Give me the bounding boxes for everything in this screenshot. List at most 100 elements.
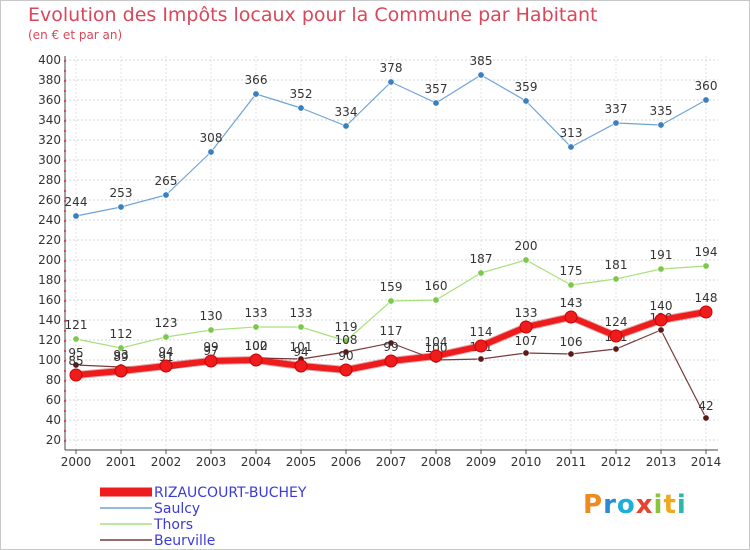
y-axis-dot xyxy=(64,300,66,302)
y-tick-label: 100 xyxy=(38,353,61,367)
logo-letter-r: r xyxy=(603,490,617,520)
data-label-saulcy: 359 xyxy=(515,80,538,94)
legend-label-beurville: Beurville xyxy=(154,533,215,549)
data-label-rizaucourt-buchey: 140 xyxy=(650,299,673,313)
data-label-thors: 133 xyxy=(290,306,313,320)
data-label-beurville: 101 xyxy=(290,340,313,354)
data-label-beurville: 107 xyxy=(515,334,538,348)
point-rizaucourt-buchey xyxy=(249,353,263,367)
data-label-rizaucourt-buchey: 90 xyxy=(338,349,353,363)
y-axis-dot xyxy=(64,200,66,202)
data-label-thors: 200 xyxy=(515,239,538,253)
y-axis-dot xyxy=(64,340,66,342)
point-thors xyxy=(342,337,350,345)
data-label-saulcy: 253 xyxy=(110,186,133,200)
y-tick-label: 140 xyxy=(38,313,61,327)
y-axis-dot xyxy=(64,170,66,172)
data-label-thors: 130 xyxy=(200,309,223,323)
data-label-beurville: 97 xyxy=(203,344,218,358)
point-beurville xyxy=(477,355,485,363)
point-beurville xyxy=(387,339,395,347)
data-label-rizaucourt-buchey: 85 xyxy=(68,354,83,368)
data-label-rizaucourt-buchey: 99 xyxy=(203,340,218,354)
data-label-thors: 175 xyxy=(560,264,583,278)
data-label-saulcy: 337 xyxy=(605,102,628,116)
point-thors xyxy=(207,326,215,334)
point-saulcy xyxy=(657,121,665,129)
y-axis-dot xyxy=(64,140,66,142)
y-axis-dot xyxy=(64,100,66,102)
y-axis-dot xyxy=(64,270,66,272)
legend-label-thors: Thors xyxy=(153,517,193,533)
data-label-beurville: 117 xyxy=(380,324,403,338)
legend-label-saulcy: Saulcy xyxy=(154,501,200,517)
data-label-beurville: 102 xyxy=(245,339,268,353)
point-saulcy xyxy=(387,78,395,86)
y-tick-label: 280 xyxy=(38,173,61,187)
point-beurville xyxy=(342,348,350,356)
y-axis-dot xyxy=(64,210,66,212)
data-label-rizaucourt-buchey: 148 xyxy=(695,291,718,305)
y-axis-dot xyxy=(64,390,66,392)
y-tick-label: 320 xyxy=(38,133,61,147)
y-axis-dot xyxy=(64,160,66,162)
y-axis-dot xyxy=(64,320,66,322)
x-tick-label: 2002 xyxy=(151,455,182,469)
point-rizaucourt-buchey xyxy=(609,329,623,343)
data-label-thors: 191 xyxy=(650,248,673,262)
y-tick-label: 360 xyxy=(38,93,61,107)
chart-subtitle: (en € et par an) xyxy=(28,28,123,42)
point-rizaucourt-buchey xyxy=(294,359,308,373)
data-label-saulcy: 265 xyxy=(155,174,178,188)
data-label-saulcy: 308 xyxy=(200,131,223,145)
x-tick-label: 2000 xyxy=(61,455,92,469)
y-axis-dot xyxy=(64,260,66,262)
x-tick-label: 2005 xyxy=(286,455,317,469)
logo-letter-t: t xyxy=(663,490,677,520)
x-tick-label: 2011 xyxy=(556,455,587,469)
data-label-saulcy: 334 xyxy=(335,105,358,119)
point-rizaucourt-buchey xyxy=(114,364,128,378)
logo-letter-i: i xyxy=(653,490,664,520)
data-label-saulcy: 335 xyxy=(650,104,673,118)
y-tick-label: 120 xyxy=(38,333,61,347)
y-tick-label: 300 xyxy=(38,153,61,167)
data-label-beurville: 91 xyxy=(158,350,173,364)
data-label-rizaucourt-buchey: 143 xyxy=(560,296,583,310)
point-thors xyxy=(567,281,575,289)
point-rizaucourt-buchey xyxy=(69,368,83,382)
data-label-saulcy: 360 xyxy=(695,79,718,93)
data-label-thors: 112 xyxy=(110,327,133,341)
point-saulcy xyxy=(72,212,80,220)
point-rizaucourt-buchey xyxy=(474,339,488,353)
point-rizaucourt-buchey xyxy=(654,313,668,327)
y-axis-dot xyxy=(64,440,66,442)
data-label-thors: 119 xyxy=(335,320,358,334)
data-label-rizaucourt-buchey: 133 xyxy=(515,306,538,320)
point-beurville xyxy=(657,326,665,334)
point-saulcy xyxy=(117,203,125,211)
proxiti-logo: Proxiti xyxy=(583,490,687,520)
point-beurville xyxy=(567,350,575,358)
y-tick-label: 400 xyxy=(38,53,61,67)
y-axis-dot xyxy=(64,310,66,312)
data-label-rizaucourt-buchey: 104 xyxy=(425,335,448,349)
y-tick-label: 40 xyxy=(46,413,61,427)
data-label-saulcy: 313 xyxy=(560,126,583,140)
data-label-thors: 159 xyxy=(380,280,403,294)
y-tick-label: 220 xyxy=(38,233,61,247)
data-label-thors: 133 xyxy=(245,306,268,320)
point-thors xyxy=(117,344,125,352)
point-rizaucourt-buchey xyxy=(564,310,578,324)
y-axis-dot xyxy=(64,410,66,412)
data-label-saulcy: 244 xyxy=(65,195,88,209)
data-label-saulcy: 352 xyxy=(290,87,313,101)
y-tick-label: 240 xyxy=(38,213,61,227)
x-tick-label: 2006 xyxy=(331,455,362,469)
point-rizaucourt-buchey xyxy=(339,363,353,377)
data-label-beurville: 108 xyxy=(335,333,358,347)
chart-title: Evolution des Impôts locaux pour la Comm… xyxy=(28,4,598,26)
data-label-saulcy: 357 xyxy=(425,82,448,96)
point-saulcy xyxy=(702,96,710,104)
